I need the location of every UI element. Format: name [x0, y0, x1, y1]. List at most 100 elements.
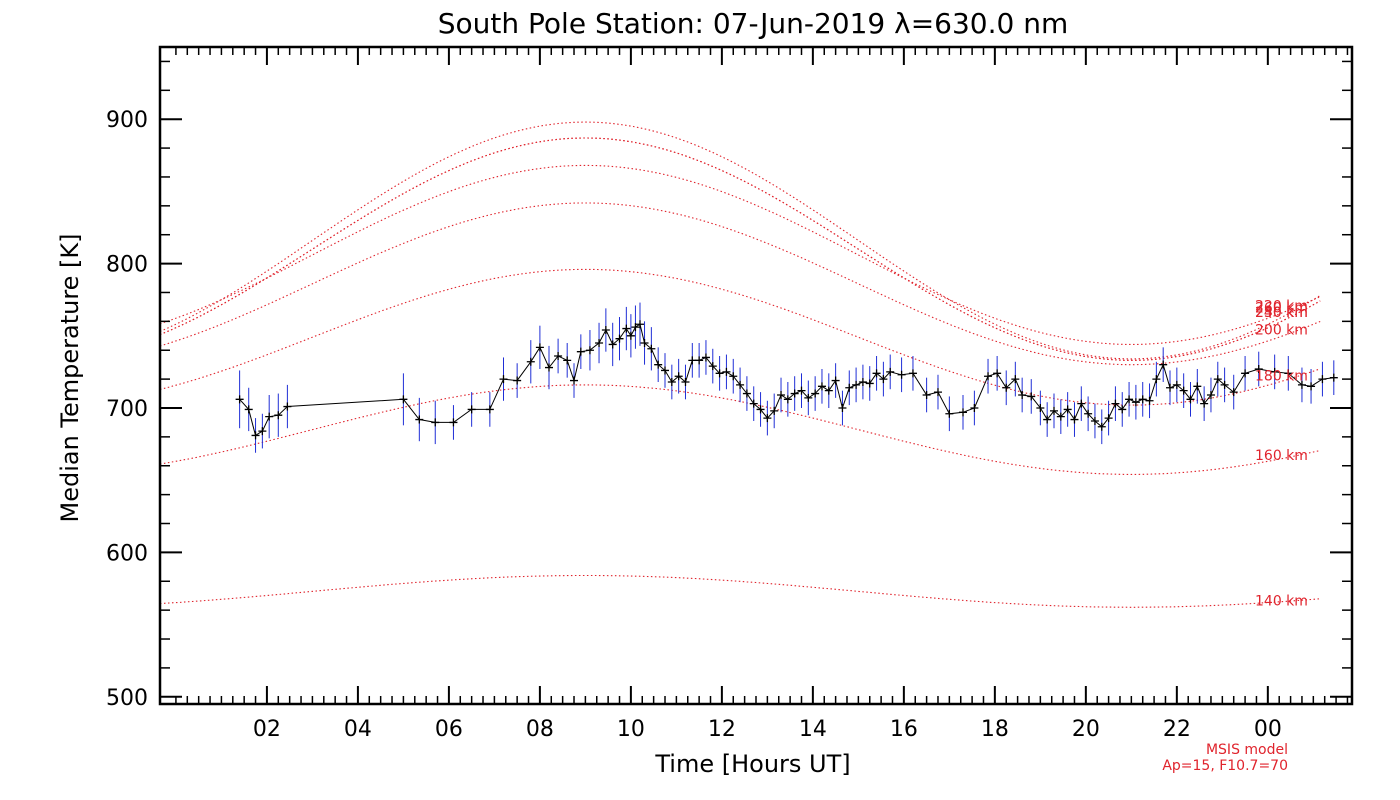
- altitude-label: 160 km: [1255, 448, 1308, 464]
- data-point: [681, 377, 690, 386]
- plot-frame: [158, 45, 1354, 706]
- data-point: [513, 376, 522, 385]
- altitude-label: 240 km: [1255, 305, 1308, 321]
- data-point: [1063, 405, 1072, 414]
- data-point: [688, 356, 697, 365]
- model-curve-250-km: [159, 137, 1321, 361]
- x-tick-label: 02: [253, 717, 281, 742]
- data-point: [499, 375, 508, 384]
- data-point: [1284, 369, 1293, 378]
- data-point: [526, 357, 535, 366]
- data-point: [265, 412, 274, 421]
- data-point: [1145, 396, 1154, 405]
- data-point: [1104, 414, 1113, 423]
- data-point: [777, 390, 786, 399]
- data-point: [1318, 375, 1327, 384]
- x-tick-label: 04: [344, 717, 372, 742]
- data-point: [1090, 416, 1099, 425]
- measurement-series: [235, 302, 1338, 453]
- x-tick-label: 06: [435, 717, 463, 742]
- data-point: [626, 331, 635, 340]
- x-tick-label: 00: [1254, 717, 1282, 742]
- model-curves: [159, 121, 1321, 608]
- data-point: [831, 376, 840, 385]
- data-point: [729, 372, 738, 381]
- altitude-label: 180 km: [1255, 369, 1308, 385]
- data-point: [1011, 375, 1020, 384]
- data-point: [622, 324, 631, 333]
- axes: 02 04 06 08 10 12 14 16 18 20 22 00 500 600 700 800 900: [106, 45, 1354, 742]
- data-point: [722, 367, 731, 376]
- data-point: [535, 343, 544, 352]
- data-point: [1084, 409, 1093, 418]
- data-point: [701, 353, 710, 362]
- data-point: [1050, 406, 1058, 415]
- data-point: [922, 390, 931, 399]
- data-point: [585, 346, 594, 355]
- data-point: [1097, 422, 1106, 431]
- x-tick-label: 14: [799, 717, 827, 742]
- data-point: [415, 415, 424, 424]
- data-point: [770, 406, 779, 415]
- x-tick-label: 18: [981, 717, 1009, 742]
- data-point: [1002, 383, 1011, 392]
- model-curve-160-km: [159, 384, 1321, 475]
- data-point: [1077, 399, 1086, 408]
- model-curve-260-km: [159, 121, 1321, 360]
- data-point: [1166, 383, 1175, 392]
- data-point: [544, 363, 553, 372]
- data-point: [1206, 390, 1215, 399]
- data-point: [1254, 365, 1263, 374]
- data-point: [984, 372, 993, 381]
- data-point: [811, 389, 820, 398]
- model-curve-140-km: [159, 574, 1321, 608]
- data-point: [1131, 398, 1140, 407]
- data-point: [615, 334, 624, 343]
- data-point: [1138, 395, 1147, 404]
- data-point: [1043, 415, 1052, 424]
- data-point: [858, 377, 867, 386]
- data-point: [1329, 373, 1338, 382]
- data-point: [1027, 392, 1036, 401]
- data-point: [1118, 405, 1127, 414]
- data-point: [1307, 382, 1316, 391]
- data-point: [736, 380, 745, 389]
- data-point: [1111, 399, 1120, 408]
- y-tick-label: 700: [106, 397, 148, 422]
- data-point: [783, 395, 792, 404]
- x-tick-label: 16: [890, 717, 918, 742]
- data-point: [1241, 369, 1250, 378]
- data-point: [1036, 403, 1045, 412]
- data-point: [993, 369, 1002, 378]
- altitude-label: 260 km: [1255, 301, 1308, 317]
- data-point: [399, 395, 408, 404]
- x-tick-label: 08: [526, 717, 554, 742]
- data-point: [824, 386, 833, 395]
- data-point: [595, 339, 604, 348]
- data-point: [1200, 399, 1209, 408]
- data-point: [640, 339, 649, 348]
- data-point: [661, 366, 670, 375]
- data-point: [1179, 386, 1188, 395]
- model-curve-220-km: [159, 164, 1321, 345]
- altitude-label: 250 km: [1255, 305, 1308, 321]
- data-point: [715, 369, 724, 378]
- x-axis-label: Time [Hours UT]: [654, 750, 850, 778]
- y-tick-label: 600: [106, 541, 148, 566]
- data-point: [970, 403, 979, 412]
- data-point: [674, 372, 683, 381]
- altitude-label: 200 km: [1255, 323, 1308, 339]
- chart-title: South Pole Station: 07-Jun-2019 λ=630.0 …: [438, 7, 1069, 40]
- data-point: [749, 399, 758, 408]
- data-point: [1018, 390, 1027, 399]
- data-point: [576, 347, 585, 356]
- data-point: [908, 369, 917, 378]
- y-axis-label: Median Temperature [K]: [56, 233, 84, 522]
- data-point: [804, 393, 813, 402]
- x-tick-label: 12: [708, 717, 736, 742]
- data-point: [570, 376, 579, 385]
- data-point: [635, 320, 644, 329]
- data-point: [708, 362, 717, 371]
- data-point: [1125, 395, 1134, 404]
